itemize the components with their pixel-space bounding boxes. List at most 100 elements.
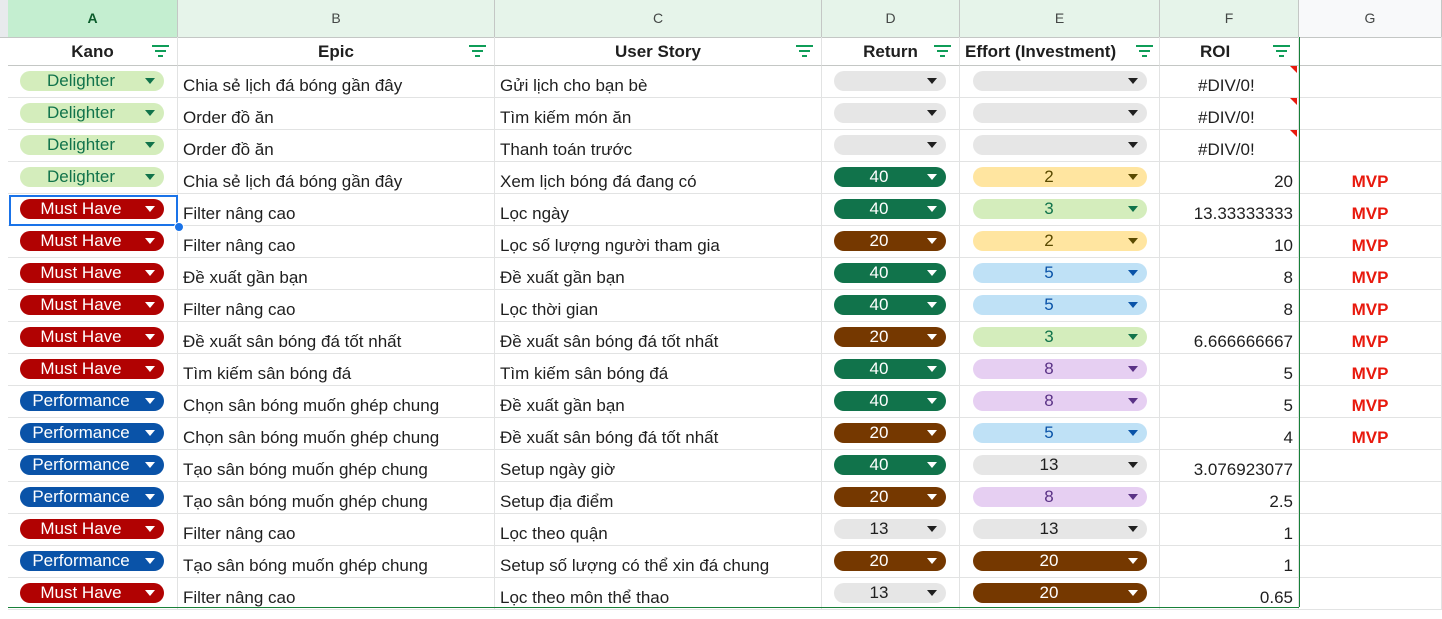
mvp-tag-cell[interactable] <box>1299 450 1442 482</box>
user-story-cell[interactable]: Lọc theo quận <box>495 514 822 546</box>
roi-cell[interactable]: 3.076923077 <box>1160 450 1299 482</box>
return-cell[interactable]: 40 <box>822 386 960 418</box>
user-story-cell[interactable]: Đề xuất gần bạn <box>495 386 822 418</box>
kano-dropdown-chip[interactable]: Must Have <box>20 263 164 283</box>
effort-dropdown-chip[interactable]: 13 <box>973 519 1147 539</box>
kano-dropdown-chip[interactable]: Delighter <box>20 167 164 187</box>
return-dropdown-chip[interactable]: 40 <box>834 359 946 379</box>
roi-cell[interactable]: 1 <box>1160 514 1299 546</box>
mvp-tag-cell[interactable]: MVP <box>1299 226 1442 258</box>
dropdown-arrow-icon[interactable] <box>927 526 937 532</box>
return-dropdown-chip[interactable]: 13 <box>834 519 946 539</box>
roi-cell[interactable]: 0.65 <box>1160 578 1299 610</box>
epic-cell[interactable]: Chia sẻ lịch đá bóng gần đây <box>178 66 495 98</box>
dropdown-arrow-icon[interactable] <box>1128 110 1138 116</box>
effort-dropdown-chip[interactable]: 2 <box>973 231 1147 251</box>
dropdown-arrow-icon[interactable] <box>145 78 155 84</box>
kano-cell[interactable]: Performance <box>8 482 178 514</box>
kano-dropdown-chip[interactable]: Delighter <box>20 103 164 123</box>
dropdown-arrow-icon[interactable] <box>145 366 155 372</box>
effort-dropdown-chip[interactable]: 5 <box>973 263 1147 283</box>
kano-cell[interactable]: Delighter <box>8 162 178 194</box>
return-dropdown-chip[interactable]: 13 <box>834 583 946 603</box>
kano-cell[interactable]: Must Have <box>8 226 178 258</box>
error-indicator-icon[interactable] <box>1290 98 1297 105</box>
dropdown-arrow-icon[interactable] <box>1128 366 1138 372</box>
header-cell-g[interactable] <box>1299 37 1442 66</box>
dropdown-arrow-icon[interactable] <box>1128 174 1138 180</box>
kano-cell[interactable]: Must Have <box>8 322 178 354</box>
return-dropdown-chip[interactable] <box>834 135 946 155</box>
dropdown-arrow-icon[interactable] <box>1128 462 1138 468</box>
dropdown-arrow-icon[interactable] <box>145 494 155 500</box>
dropdown-arrow-icon[interactable] <box>927 462 937 468</box>
kano-dropdown-chip[interactable]: Performance <box>20 551 164 571</box>
kano-cell[interactable]: Performance <box>8 386 178 418</box>
column-header-c[interactable]: C <box>495 0 822 37</box>
user-story-cell[interactable]: Lọc số lượng người tham gia <box>495 226 822 258</box>
effort-cell[interactable]: 20 <box>960 578 1160 610</box>
epic-cell[interactable]: Order đồ ăn <box>178 98 495 130</box>
epic-cell[interactable]: Chọn sân bóng muốn ghép chung <box>178 418 495 450</box>
kano-cell[interactable]: Performance <box>8 418 178 450</box>
dropdown-arrow-icon[interactable] <box>145 590 155 596</box>
dropdown-arrow-icon[interactable] <box>927 206 937 212</box>
column-header-g[interactable]: G <box>1299 0 1442 37</box>
roi-cell[interactable]: 2.5 <box>1160 482 1299 514</box>
kano-dropdown-chip[interactable]: Performance <box>20 423 164 443</box>
return-dropdown-chip[interactable]: 40 <box>834 263 946 283</box>
effort-cell[interactable]: 13 <box>960 450 1160 482</box>
user-story-cell[interactable]: Lọc ngày <box>495 194 822 226</box>
return-cell[interactable]: 40 <box>822 194 960 226</box>
dropdown-arrow-icon[interactable] <box>1128 590 1138 596</box>
epic-cell[interactable]: Tạo sân bóng muốn ghép chung <box>178 546 495 578</box>
dropdown-arrow-icon[interactable] <box>927 174 937 180</box>
return-cell[interactable] <box>822 66 960 98</box>
epic-cell[interactable]: Đề xuất sân bóng đá tốt nhất <box>178 322 495 354</box>
mvp-tag-cell[interactable] <box>1299 66 1442 98</box>
user-story-cell[interactable]: Lọc theo môn thể thao <box>495 578 822 610</box>
return-dropdown-chip[interactable]: 40 <box>834 167 946 187</box>
dropdown-arrow-icon[interactable] <box>927 334 937 340</box>
dropdown-arrow-icon[interactable] <box>927 302 937 308</box>
roi-cell[interactable]: 20 <box>1160 162 1299 194</box>
filter-icon[interactable] <box>796 45 813 58</box>
effort-dropdown-chip[interactable] <box>973 71 1147 91</box>
effort-cell[interactable]: 13 <box>960 514 1160 546</box>
user-story-cell[interactable]: Lọc thời gian <box>495 290 822 322</box>
return-cell[interactable]: 20 <box>822 322 960 354</box>
dropdown-arrow-icon[interactable] <box>927 366 937 372</box>
dropdown-arrow-icon[interactable] <box>927 142 937 148</box>
header-cell-kano[interactable]: Kano <box>8 37 178 66</box>
epic-cell[interactable]: Tạo sân bóng muốn ghép chung <box>178 482 495 514</box>
roi-cell[interactable]: #DIV/0! <box>1160 130 1299 162</box>
return-cell[interactable]: 40 <box>822 290 960 322</box>
epic-cell[interactable]: Chia sẻ lịch đá bóng gần đây <box>178 162 495 194</box>
effort-cell[interactable]: 2 <box>960 162 1160 194</box>
filter-icon[interactable] <box>1136 45 1153 58</box>
roi-cell[interactable]: 6.666666667 <box>1160 322 1299 354</box>
mvp-tag-cell[interactable] <box>1299 130 1442 162</box>
roi-cell[interactable]: 1 <box>1160 546 1299 578</box>
kano-dropdown-chip[interactable]: Must Have <box>20 327 164 347</box>
effort-dropdown-chip[interactable]: 20 <box>973 583 1147 603</box>
error-indicator-icon[interactable] <box>1290 130 1297 137</box>
mvp-tag-cell[interactable]: MVP <box>1299 258 1442 290</box>
epic-cell[interactable]: Tìm kiếm sân bóng đá <box>178 354 495 386</box>
mvp-tag-cell[interactable]: MVP <box>1299 194 1442 226</box>
mvp-tag-cell[interactable]: MVP <box>1299 354 1442 386</box>
kano-cell[interactable]: Performance <box>8 450 178 482</box>
dropdown-arrow-icon[interactable] <box>145 430 155 436</box>
effort-dropdown-chip[interactable]: 3 <box>973 327 1147 347</box>
dropdown-arrow-icon[interactable] <box>927 238 937 244</box>
roi-cell[interactable]: #DIV/0! <box>1160 98 1299 130</box>
dropdown-arrow-icon[interactable] <box>1128 334 1138 340</box>
return-cell[interactable]: 20 <box>822 482 960 514</box>
error-indicator-icon[interactable] <box>1290 66 1297 73</box>
dropdown-arrow-icon[interactable] <box>145 526 155 532</box>
fill-handle[interactable] <box>174 222 184 232</box>
mvp-tag-cell[interactable]: MVP <box>1299 322 1442 354</box>
kano-cell[interactable]: Must Have <box>8 258 178 290</box>
epic-cell[interactable]: Filter nâng cao <box>178 514 495 546</box>
dropdown-arrow-icon[interactable] <box>1128 494 1138 500</box>
